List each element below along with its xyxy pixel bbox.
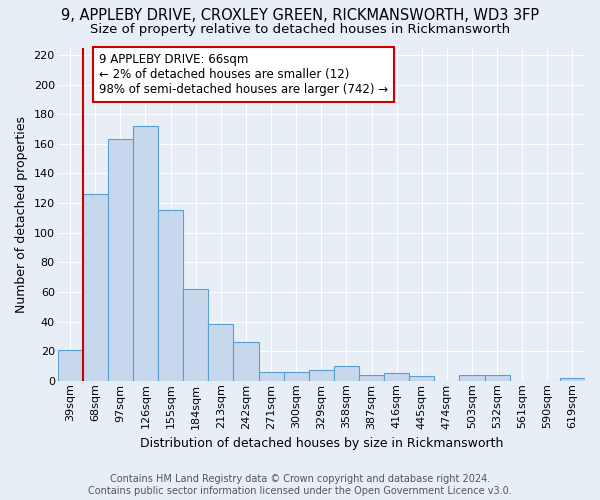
Bar (359, 375, 384, 381)
Bar (208, 324, 233, 381)
Bar (158, 210, 183, 381)
X-axis label: Distribution of detached houses by size in Rickmansworth: Distribution of detached houses by size … (140, 437, 503, 450)
Bar (58, 350, 83, 381)
Text: 9 APPLEBY DRIVE: 66sqm
← 2% of detached houses are smaller (12)
98% of semi-deta: 9 APPLEBY DRIVE: 66sqm ← 2% of detached … (99, 52, 388, 96)
Bar (560, 378, 585, 381)
Text: Contains HM Land Registry data © Crown copyright and database right 2024.
Contai: Contains HM Land Registry data © Crown c… (88, 474, 512, 496)
Bar (284, 372, 309, 381)
Bar (384, 374, 409, 381)
Bar (460, 375, 485, 381)
Text: 9, APPLEBY DRIVE, CROXLEY GREEN, RICKMANSWORTH, WD3 3FP: 9, APPLEBY DRIVE, CROXLEY GREEN, RICKMAN… (61, 8, 539, 22)
Bar (83, 194, 108, 381)
Bar (309, 370, 334, 381)
Y-axis label: Number of detached properties: Number of detached properties (15, 116, 28, 312)
Text: Size of property relative to detached houses in Rickmansworth: Size of property relative to detached ho… (90, 22, 510, 36)
Bar (108, 140, 133, 381)
Bar (183, 289, 208, 381)
Bar (233, 342, 259, 381)
Bar (485, 375, 509, 381)
Bar (259, 372, 284, 381)
Bar (133, 126, 158, 381)
Bar (334, 366, 359, 381)
Bar (409, 376, 434, 381)
